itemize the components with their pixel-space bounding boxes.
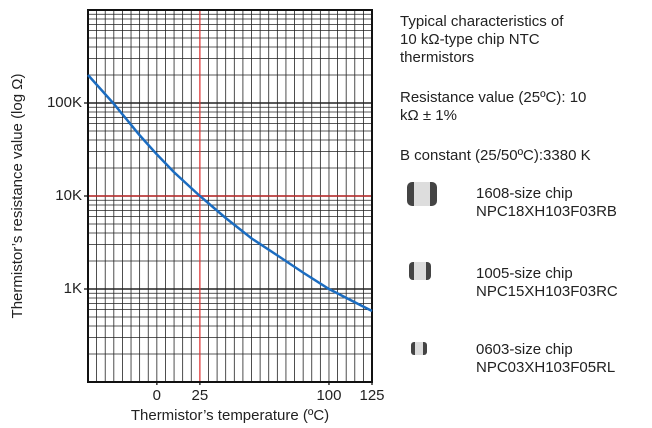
x-tick-label: 0 <box>153 387 161 404</box>
note-text: thermistors <box>400 49 474 66</box>
chip-part: NPC03XH103F05RL <box>476 359 615 376</box>
note-text: Resistance value (25ºC): 10 <box>400 89 586 106</box>
chip-icon <box>415 342 423 355</box>
x-tick-label: 125 <box>359 387 384 404</box>
x-axis-label: Thermistor’s temperature (ºC) <box>131 407 329 424</box>
plot-frame <box>87 9 373 383</box>
y-tick-label: 1K <box>64 280 82 297</box>
chip-size: 1005-size chip <box>476 265 573 282</box>
chip-icons <box>407 182 437 355</box>
note-text: B constant (25/50ºC):3380 K <box>400 147 591 164</box>
x-tick-label: 25 <box>192 387 209 404</box>
chip-size: 0603-size chip <box>476 341 573 358</box>
x-tick-label: 100 <box>316 387 341 404</box>
chip-icon <box>414 262 426 280</box>
chip-icon <box>414 182 430 206</box>
chip-part: NPC18XH103F03RB <box>476 203 617 220</box>
y-tick-label: 10K <box>55 187 82 204</box>
y-tick-label: 100K <box>47 94 82 111</box>
note-text: kΩ ± 1% <box>400 107 457 124</box>
note-text: 10 kΩ-type chip NTC <box>400 31 540 48</box>
note-text: Typical characteristics of <box>400 13 564 30</box>
chip-size: 1608-size chip <box>476 185 573 202</box>
data-line <box>87 74 373 313</box>
chip-part: NPC15XH103F03RC <box>476 283 618 300</box>
y-axis-label: Thermistor’s resistance value (log Ω) <box>9 74 26 319</box>
